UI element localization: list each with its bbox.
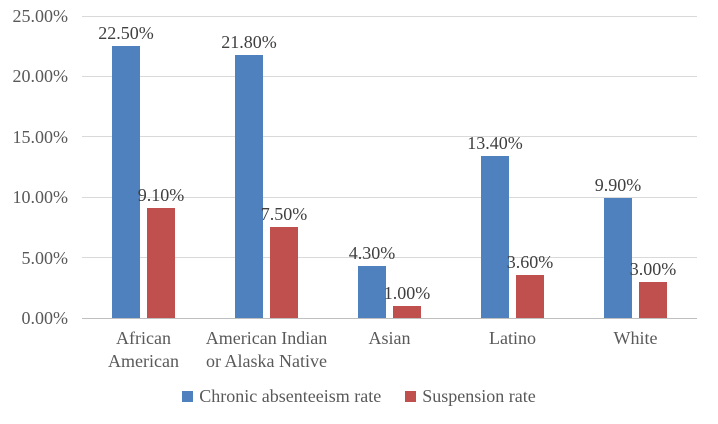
chronic-absenteeism-bar: [481, 156, 509, 318]
data-label: 22.50%: [98, 23, 154, 44]
legend-swatch-icon: [405, 391, 417, 402]
x-axis-category-label: American Indian or Alaska Native: [205, 328, 328, 371]
y-axis-tick-label: 0.00%: [21, 308, 69, 328]
data-label: 1.00%: [383, 282, 431, 303]
y-axis-tick-label: 15.00%: [12, 126, 69, 147]
legend-item: Suspension rate: [405, 386, 536, 407]
gridline: [82, 257, 697, 259]
chronic-absenteeism-bar: [235, 54, 263, 318]
chronic-absenteeism-bar: [112, 46, 140, 318]
legend-swatch-icon: [182, 391, 194, 402]
legend: Chronic absenteeism rate Suspension rate: [0, 386, 718, 407]
data-label: 4.30%: [348, 243, 396, 264]
chronic-absenteeism-bar: [604, 198, 632, 318]
suspension-bar: [270, 227, 298, 318]
data-label: 9.90%: [594, 175, 642, 196]
suspension-bar: [516, 274, 544, 318]
x-axis-category-label: Asian: [368, 328, 411, 348]
legend-label: Suspension rate: [422, 386, 536, 406]
gridline: [82, 15, 697, 17]
x-axis-category-label: Latino: [489, 328, 536, 348]
y-axis-tick-label: 10.00%: [12, 187, 69, 208]
legend-item: Chronic absenteeism rate: [182, 386, 381, 407]
x-axis-line: [82, 317, 697, 319]
gridline: [82, 75, 697, 77]
data-label: 13.40%: [467, 133, 523, 154]
gridline: [82, 196, 697, 198]
gridline: [82, 136, 697, 138]
data-label: 9.10%: [137, 185, 185, 206]
suspension-bar: [639, 281, 667, 318]
y-axis-tick-label: 20.00%: [12, 66, 69, 87]
data-label: 3.60%: [506, 251, 554, 272]
y-axis-tick-label: 25.00%: [12, 6, 69, 26]
chronic-absenteeism-bar: [358, 266, 386, 318]
x-axis-category-label: African American: [108, 328, 179, 371]
suspension-bar: [393, 305, 421, 318]
data-label: 3.00%: [629, 258, 677, 279]
x-axis-category-label: White: [613, 328, 658, 348]
suspension-bar: [147, 208, 175, 318]
data-label: 7.50%: [260, 204, 308, 225]
data-label: 21.80%: [221, 31, 277, 52]
legend-label: Chronic absenteeism rate: [199, 386, 382, 406]
y-axis-tick-label: 5.00%: [21, 247, 69, 268]
